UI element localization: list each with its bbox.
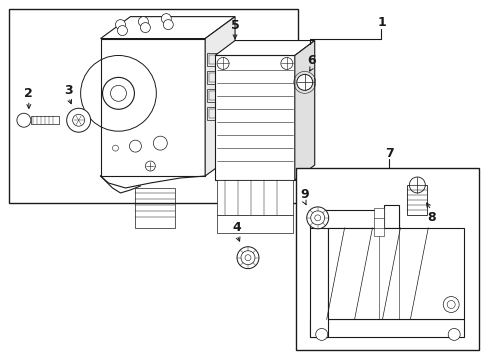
Bar (207, 54, 228, 67)
Circle shape (140, 23, 150, 32)
Circle shape (138, 17, 148, 27)
Polygon shape (215, 41, 314, 55)
Circle shape (110, 85, 126, 101)
Circle shape (115, 20, 125, 30)
Circle shape (280, 58, 292, 69)
Text: 6: 6 (307, 54, 315, 67)
Circle shape (315, 328, 327, 340)
Bar (384, 205, 399, 228)
Bar (379, 228, 399, 319)
Bar (407, 185, 427, 215)
Text: 8: 8 (426, 211, 435, 224)
Circle shape (161, 14, 171, 24)
Polygon shape (101, 17, 235, 39)
Bar (207, 71, 228, 84)
Text: 5: 5 (230, 19, 239, 32)
Bar (309, 210, 399, 228)
Bar (374, 208, 384, 236)
Bar (209, 91, 226, 100)
Bar (217, 180, 292, 215)
Bar (31, 116, 59, 124)
Circle shape (306, 207, 328, 229)
Bar (295, 168, 478, 350)
Bar (207, 89, 228, 102)
Bar (309, 319, 463, 337)
Circle shape (73, 114, 84, 126)
Circle shape (112, 145, 118, 151)
Bar (217, 215, 292, 233)
Circle shape (237, 247, 259, 269)
Circle shape (447, 328, 459, 340)
Circle shape (145, 161, 155, 171)
Bar (9, 9, 297, 203)
Circle shape (296, 75, 312, 90)
Circle shape (66, 108, 90, 132)
Text: 1: 1 (376, 16, 385, 29)
Bar (209, 73, 226, 82)
Circle shape (102, 77, 134, 109)
Bar (207, 107, 228, 120)
Text: 9: 9 (300, 188, 308, 202)
Circle shape (408, 177, 425, 193)
Circle shape (244, 255, 250, 261)
Circle shape (163, 20, 173, 30)
Bar (209, 55, 226, 64)
Bar (101, 39, 205, 176)
Circle shape (447, 301, 454, 309)
Polygon shape (294, 41, 314, 180)
Circle shape (117, 26, 127, 36)
Bar (135, 188, 175, 228)
Polygon shape (327, 228, 463, 319)
Bar (309, 210, 327, 337)
Bar (215, 55, 294, 180)
Circle shape (442, 297, 458, 312)
Circle shape (153, 136, 167, 150)
Text: 3: 3 (64, 84, 73, 97)
Polygon shape (205, 17, 235, 176)
Text: 7: 7 (384, 147, 393, 159)
Circle shape (217, 58, 228, 69)
Circle shape (241, 251, 254, 265)
Circle shape (17, 113, 31, 127)
Circle shape (129, 140, 141, 152)
Circle shape (315, 214, 327, 226)
Circle shape (314, 215, 320, 221)
Text: 4: 4 (232, 221, 241, 234)
Bar (209, 109, 226, 118)
Text: 2: 2 (24, 87, 33, 100)
Circle shape (310, 211, 324, 225)
